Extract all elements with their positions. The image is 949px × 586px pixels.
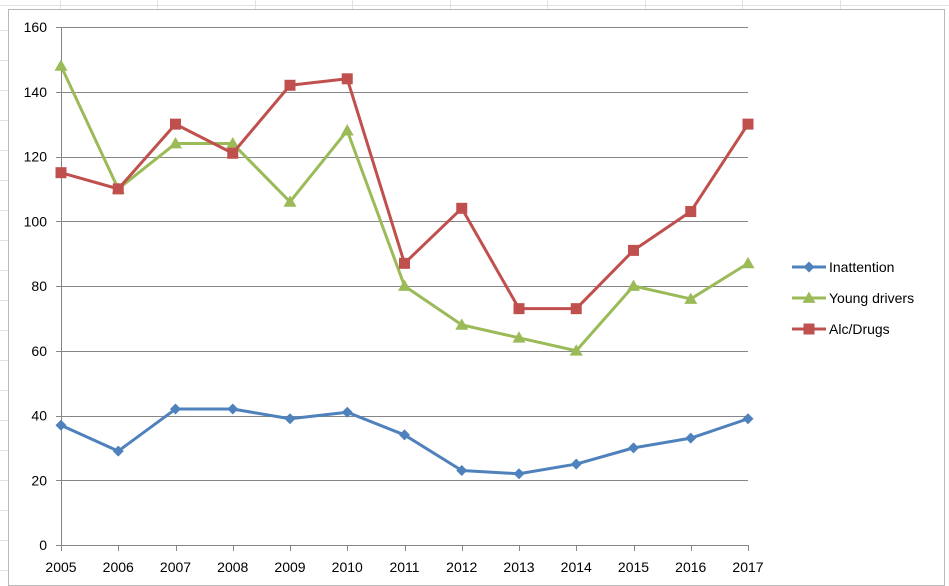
- series-inattention: [55, 403, 754, 480]
- data-point-inattention: [628, 442, 639, 454]
- data-point-inattention: [685, 432, 697, 444]
- data-point-inattention: [399, 429, 410, 441]
- series-alc-drugs: [55, 73, 754, 315]
- gridlines: [61, 27, 748, 481]
- legend-item-young-drivers[interactable]: Young drivers: [792, 290, 914, 306]
- chart-area[interactable]: [8, 9, 945, 586]
- series-line-inattention: [59, 407, 750, 476]
- data-point-alc-drugs: [284, 79, 296, 91]
- y-tick-label: 100: [24, 213, 48, 229]
- data-point-young-drivers: [569, 344, 583, 356]
- data-point-young-drivers: [398, 279, 411, 291]
- x-tick-label: 2011: [389, 559, 419, 575]
- y-tick-label: 20: [31, 472, 47, 488]
- data-point-young-drivers: [741, 256, 755, 269]
- legend-marker-alc-drugs: [803, 323, 815, 335]
- data-point-alc-drugs: [341, 73, 353, 85]
- x-tick-label: 2015: [618, 559, 649, 575]
- x-tick-label: 2006: [103, 559, 134, 575]
- data-point-young-drivers: [226, 137, 240, 149]
- y-tick-label: 160: [24, 19, 48, 35]
- data-point-inattention: [513, 468, 525, 480]
- data-point-young-drivers: [340, 124, 354, 136]
- data-point-alc-drugs: [685, 206, 697, 218]
- x-tick-label: 2009: [274, 559, 305, 575]
- data-point-inattention: [55, 419, 67, 431]
- x-tick-label: 2005: [45, 559, 76, 575]
- x-tick-label: 2012: [446, 559, 477, 575]
- data-point-young-drivers: [684, 292, 698, 304]
- data-point-alc-drugs: [170, 118, 181, 130]
- legend-item-alc-drugs[interactable]: Alc/Drugs: [792, 321, 890, 337]
- x-tick-label: 2017: [732, 559, 763, 575]
- x-tick-label: 2016: [675, 559, 706, 575]
- series-line-alc-drugs: [59, 77, 750, 311]
- data-point-alc-drugs: [227, 147, 239, 159]
- data-point-young-drivers: [283, 195, 297, 207]
- data-point-inattention: [170, 403, 181, 415]
- y-tick-label: 80: [31, 278, 47, 294]
- data-point-inattention: [570, 458, 582, 470]
- series-young-drivers: [54, 59, 755, 356]
- data-point-young-drivers: [627, 279, 640, 291]
- y-tick-label: 40: [31, 408, 47, 424]
- data-point-young-drivers: [455, 318, 469, 330]
- data-point-young-drivers: [512, 331, 526, 343]
- data-point-alc-drugs: [628, 244, 639, 256]
- y-tick-label: 0: [39, 537, 47, 553]
- data-point-alc-drugs: [55, 167, 67, 179]
- data-point-inattention: [742, 413, 754, 425]
- data-point-alc-drugs: [570, 303, 582, 315]
- legend[interactable]: Inattention Young drivers Alc/Drugs: [792, 259, 914, 337]
- data-point-inattention: [456, 465, 468, 477]
- data-point-alc-drugs: [112, 183, 124, 195]
- y-axis: 0 20 40 60 80 100 120 140 160: [24, 19, 62, 553]
- data-point-young-drivers: [169, 137, 182, 149]
- data-point-inattention: [227, 403, 239, 415]
- x-axis: 2005 2006 2007 2008 2009 2010 2011 2012 2013 2014…: [45, 545, 764, 575]
- x-tick-label: 2007: [160, 559, 191, 575]
- y-tick-label: 60: [31, 343, 47, 359]
- series-layer: [54, 59, 755, 480]
- x-tick-label: 2013: [503, 559, 534, 575]
- data-point-alc-drugs: [513, 303, 525, 315]
- data-point-inattention: [341, 406, 353, 418]
- legend-label: Young drivers: [829, 290, 914, 306]
- x-tick-label: 2014: [561, 559, 592, 575]
- data-point-inattention: [112, 445, 124, 457]
- legend-item-inattention[interactable]: Inattention: [792, 259, 894, 275]
- x-tick-label: 2008: [217, 559, 248, 575]
- data-point-alc-drugs: [399, 257, 410, 269]
- data-point-inattention: [284, 413, 296, 425]
- legend-label: Alc/Drugs: [829, 321, 890, 337]
- data-point-young-drivers: [54, 59, 68, 71]
- y-tick-label: 140: [24, 84, 48, 100]
- data-point-alc-drugs: [742, 118, 754, 130]
- legend-label: Inattention: [829, 259, 894, 275]
- series-line-young-drivers: [59, 64, 750, 353]
- data-point-alc-drugs: [456, 202, 468, 214]
- y-tick-label: 120: [24, 149, 48, 165]
- x-tick-label: 2010: [332, 559, 363, 575]
- legend-marker-inattention: [803, 261, 815, 273]
- legend-marker-young-drivers: [802, 291, 816, 303]
